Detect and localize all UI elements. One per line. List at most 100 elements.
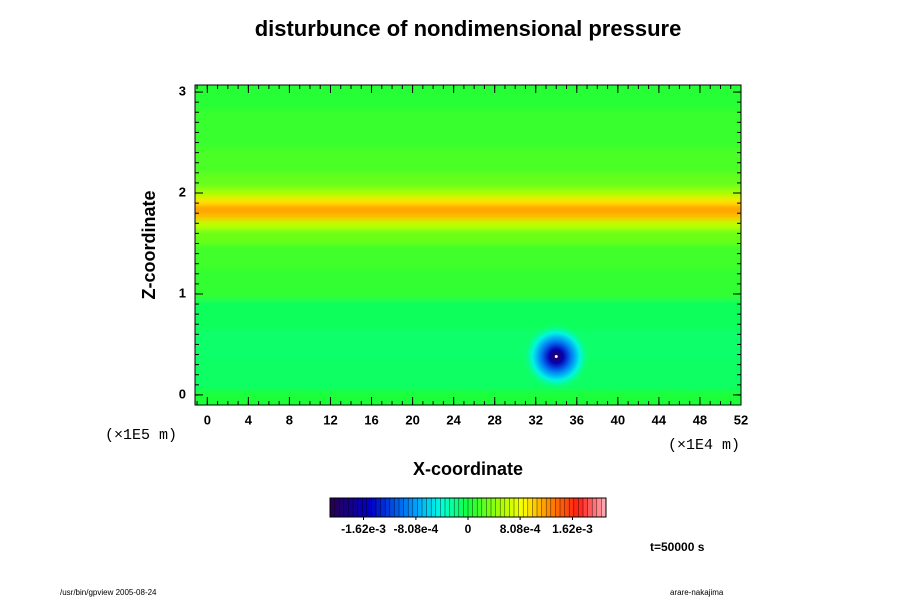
colorbar-cell <box>592 498 598 517</box>
colorbar-cell <box>403 498 409 517</box>
x-tick-label: 44 <box>652 412 667 427</box>
footer-right: arare-nakajima <box>670 588 724 597</box>
colorbar-cell <box>491 498 496 517</box>
colorbar-cell <box>422 498 427 517</box>
colorbar-cell <box>500 498 506 517</box>
colorbar-cell <box>440 498 446 517</box>
profile-band <box>195 211 741 220</box>
y-axis-label: Z-coordinate <box>139 190 159 299</box>
colorbar-cell <box>509 498 515 517</box>
colorbar-cell <box>504 498 510 517</box>
colorbar-cell <box>339 498 345 517</box>
profile-band <box>195 228 741 244</box>
colorbar-cell <box>583 498 588 517</box>
minimum-center <box>554 355 558 359</box>
colorbar-cell <box>348 498 354 517</box>
field <box>195 85 741 405</box>
colorbar-cell <box>560 498 565 517</box>
colorbar-cell <box>426 498 432 517</box>
colorbar-cell <box>514 498 519 517</box>
colorbar-cell <box>523 498 529 517</box>
plot-frame <box>194 84 742 406</box>
profile-band <box>195 219 741 229</box>
x-tick-label: 48 <box>693 412 707 427</box>
colorbar-cell <box>412 498 418 517</box>
colorbar-cell <box>601 498 607 517</box>
colorbar-cell <box>343 498 349 517</box>
profile-band <box>195 329 741 361</box>
colorbar-cell <box>385 498 391 517</box>
x-tick-label: 20 <box>405 412 419 427</box>
profile-band <box>195 299 741 330</box>
colorbar-cell <box>353 498 358 517</box>
colorbar-cell <box>532 498 538 517</box>
colorbar-cell <box>357 498 363 517</box>
colorbar-cell <box>468 498 473 517</box>
colorbar-tick-label: 0 <box>465 522 472 536</box>
colorbar-cell <box>431 498 437 517</box>
time-label: t=50000 s <box>650 540 705 554</box>
colorbar-cell <box>458 498 464 517</box>
colorbar-cell <box>330 498 335 517</box>
profile-band <box>195 108 741 149</box>
profile-band <box>195 268 741 300</box>
colorbar-cell <box>569 498 575 517</box>
colorbar-cell <box>408 498 414 517</box>
colorbar-cell <box>555 498 561 517</box>
colorbar-cell <box>596 498 602 517</box>
profile-band <box>195 197 741 206</box>
x-tick-label: 52 <box>734 412 748 427</box>
colorbar-cell <box>477 498 483 517</box>
colorbar-cell <box>472 498 478 517</box>
profile-band <box>195 172 741 189</box>
profile-band <box>195 187 741 198</box>
colorbar-cell <box>445 498 450 517</box>
colorbar-cell <box>366 498 372 517</box>
profile-band <box>195 85 741 110</box>
y-tick-label: 0 <box>179 386 186 401</box>
colorbar-cell <box>550 498 556 517</box>
colorbar-cell <box>486 498 492 517</box>
y-tick-label: 2 <box>179 184 186 199</box>
colorbar-cell <box>435 498 441 517</box>
profile <box>195 85 741 405</box>
profile-band <box>195 243 741 270</box>
x-tick-label: 0 <box>204 412 211 427</box>
colorbar-cell <box>380 498 386 517</box>
colorbar-tick-label: -1.62e-3 <box>341 522 386 536</box>
colorbar-cell <box>399 498 404 517</box>
colorbar-cell <box>481 498 487 517</box>
colorbar-cell <box>573 498 579 517</box>
colorbar-cell <box>417 498 423 517</box>
colorbar-cell <box>334 498 340 517</box>
colorbar-cell <box>495 498 501 517</box>
colorbar-tick-label: -8.08e-4 <box>394 522 439 536</box>
colorbar-tick-label: 8.08e-4 <box>500 522 541 536</box>
x-tick-label: 4 <box>245 412 253 427</box>
colorbar-cell <box>564 498 570 517</box>
y-unit: (×1E5 m) <box>105 427 177 444</box>
colorbar-cell <box>587 498 593 517</box>
y-tick-label: 1 <box>179 285 186 300</box>
x-tick-label: 36 <box>570 412 584 427</box>
profile-band <box>195 359 741 391</box>
colorbar-cell <box>389 498 395 517</box>
colorbar-cell <box>454 498 460 517</box>
x-tick-label: 8 <box>286 412 293 427</box>
colorbar-cell <box>527 498 533 517</box>
colorbar-cell <box>546 498 552 517</box>
x-unit: (×1E4 m) <box>668 437 740 454</box>
colorbar-cell <box>371 498 377 517</box>
x-tick-label: 40 <box>611 412 625 427</box>
x-tick-label: 32 <box>529 412 543 427</box>
x-tick-label: 12 <box>323 412 337 427</box>
chart-title: disturbunce of nondimensional pressure <box>255 16 682 41</box>
colorbar-cell <box>362 498 368 517</box>
colorbar-cell <box>578 498 584 517</box>
profile-band <box>195 147 741 174</box>
x-tick-label: 28 <box>487 412 501 427</box>
y-tick-label: 3 <box>179 84 186 99</box>
colorbar-cell <box>376 498 381 517</box>
